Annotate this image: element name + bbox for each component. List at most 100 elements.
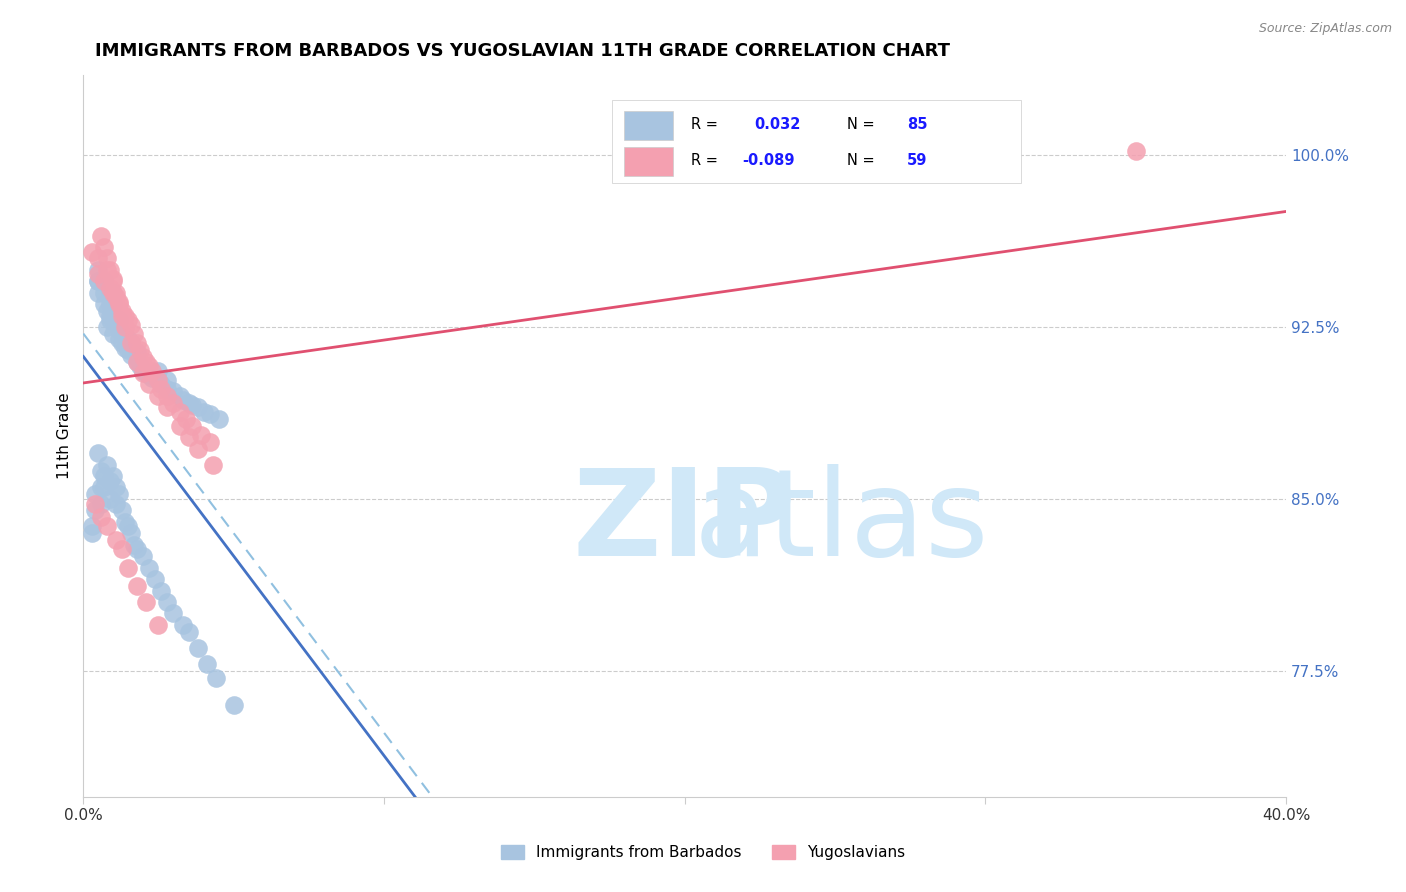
Yugoslavians: [108, 297, 131, 311]
Legend: Immigrants from Barbados, Yugoslavians: Immigrants from Barbados, Yugoslavians: [495, 839, 911, 866]
Immigrants from Barbados: [156, 382, 179, 396]
Yugoslavians: [1125, 144, 1147, 158]
Y-axis label: 11th Grade: 11th Grade: [58, 392, 72, 479]
Yugoslavians: [93, 240, 115, 254]
Yugoslavians: [111, 309, 134, 323]
Yugoslavians: [87, 268, 110, 282]
Yugoslavians: [111, 304, 134, 318]
Immigrants from Barbados: [82, 526, 104, 541]
Immigrants from Barbados: [108, 332, 131, 346]
Immigrants from Barbados: [145, 572, 167, 586]
Yugoslavians: [138, 377, 160, 392]
Immigrants from Barbados: [98, 491, 121, 506]
Immigrants from Barbados: [177, 395, 200, 409]
Immigrants from Barbados: [87, 274, 110, 288]
Immigrants from Barbados: [87, 285, 110, 300]
Yugoslavians: [98, 281, 121, 295]
Yugoslavians: [127, 336, 149, 351]
Text: N =: N =: [846, 153, 875, 168]
Immigrants from Barbados: [195, 657, 218, 671]
FancyBboxPatch shape: [624, 147, 672, 177]
Yugoslavians: [150, 382, 173, 396]
Immigrants from Barbados: [90, 496, 112, 510]
Immigrants from Barbados: [98, 297, 121, 311]
Yugoslavians: [187, 442, 209, 456]
Immigrants from Barbados: [162, 384, 184, 399]
Immigrants from Barbados: [114, 341, 136, 355]
Text: R =: R =: [690, 153, 717, 168]
Immigrants from Barbados: [117, 519, 139, 533]
Yugoslavians: [148, 373, 170, 387]
Yugoslavians: [135, 354, 157, 368]
Yugoslavians: [114, 309, 136, 323]
Yugoslavians: [96, 252, 118, 266]
Immigrants from Barbados: [148, 364, 170, 378]
Yugoslavians: [180, 418, 202, 433]
Immigrants from Barbados: [93, 469, 115, 483]
Immigrants from Barbados: [114, 332, 136, 346]
Immigrants from Barbados: [105, 480, 128, 494]
Yugoslavians: [132, 366, 155, 380]
Immigrants from Barbados: [150, 377, 173, 392]
Yugoslavians: [141, 364, 163, 378]
Text: Source: ZipAtlas.com: Source: ZipAtlas.com: [1258, 22, 1392, 36]
Immigrants from Barbados: [111, 326, 134, 341]
Immigrants from Barbados: [87, 274, 110, 288]
Yugoslavians: [87, 252, 110, 266]
Yugoslavians: [96, 263, 118, 277]
Immigrants from Barbados: [135, 366, 157, 380]
Immigrants from Barbados: [120, 348, 142, 362]
Text: 59: 59: [907, 153, 928, 168]
Yugoslavians: [169, 418, 191, 433]
Immigrants from Barbados: [84, 503, 107, 517]
Yugoslavians: [84, 496, 107, 510]
Text: -0.089: -0.089: [742, 153, 794, 168]
Yugoslavians: [90, 228, 112, 243]
Immigrants from Barbados: [114, 515, 136, 529]
Yugoslavians: [132, 350, 155, 364]
Immigrants from Barbados: [187, 401, 209, 415]
Yugoslavians: [135, 595, 157, 609]
Yugoslavians: [198, 434, 221, 449]
Yugoslavians: [117, 313, 139, 327]
Immigrants from Barbados: [187, 640, 209, 655]
Immigrants from Barbados: [172, 618, 194, 632]
Yugoslavians: [111, 542, 134, 557]
Immigrants from Barbados: [127, 542, 149, 557]
Immigrants from Barbados: [148, 373, 170, 387]
Text: 0.032: 0.032: [755, 117, 801, 132]
Immigrants from Barbados: [117, 343, 139, 357]
Immigrants from Barbados: [132, 549, 155, 564]
Immigrants from Barbados: [124, 538, 146, 552]
Immigrants from Barbados: [141, 370, 163, 384]
Yugoslavians: [124, 326, 146, 341]
Immigrants from Barbados: [105, 496, 128, 510]
Immigrants from Barbados: [103, 285, 125, 300]
Yugoslavians: [162, 395, 184, 409]
Yugoslavians: [127, 579, 149, 593]
Immigrants from Barbados: [93, 285, 115, 300]
Immigrants from Barbados: [120, 526, 142, 541]
Immigrants from Barbados: [198, 407, 221, 421]
Immigrants from Barbados: [127, 345, 149, 359]
Yugoslavians: [190, 427, 212, 442]
Yugoslavians: [169, 405, 191, 419]
Yugoslavians: [148, 618, 170, 632]
Yugoslavians: [105, 285, 128, 300]
Yugoslavians: [103, 274, 125, 288]
Text: ZIP: ZIP: [572, 464, 797, 581]
Immigrants from Barbados: [103, 469, 125, 483]
Yugoslavians: [174, 411, 197, 425]
Yugoslavians: [82, 244, 104, 259]
Immigrants from Barbados: [87, 446, 110, 460]
Immigrants from Barbados: [169, 389, 191, 403]
Immigrants from Barbados: [180, 398, 202, 412]
Immigrants from Barbados: [108, 487, 131, 501]
Yugoslavians: [105, 290, 128, 304]
Immigrants from Barbados: [127, 354, 149, 368]
Immigrants from Barbados: [222, 698, 245, 712]
Yugoslavians: [103, 272, 125, 286]
Yugoslavians: [96, 519, 118, 533]
Immigrants from Barbados: [103, 313, 125, 327]
Immigrants from Barbados: [117, 332, 139, 346]
